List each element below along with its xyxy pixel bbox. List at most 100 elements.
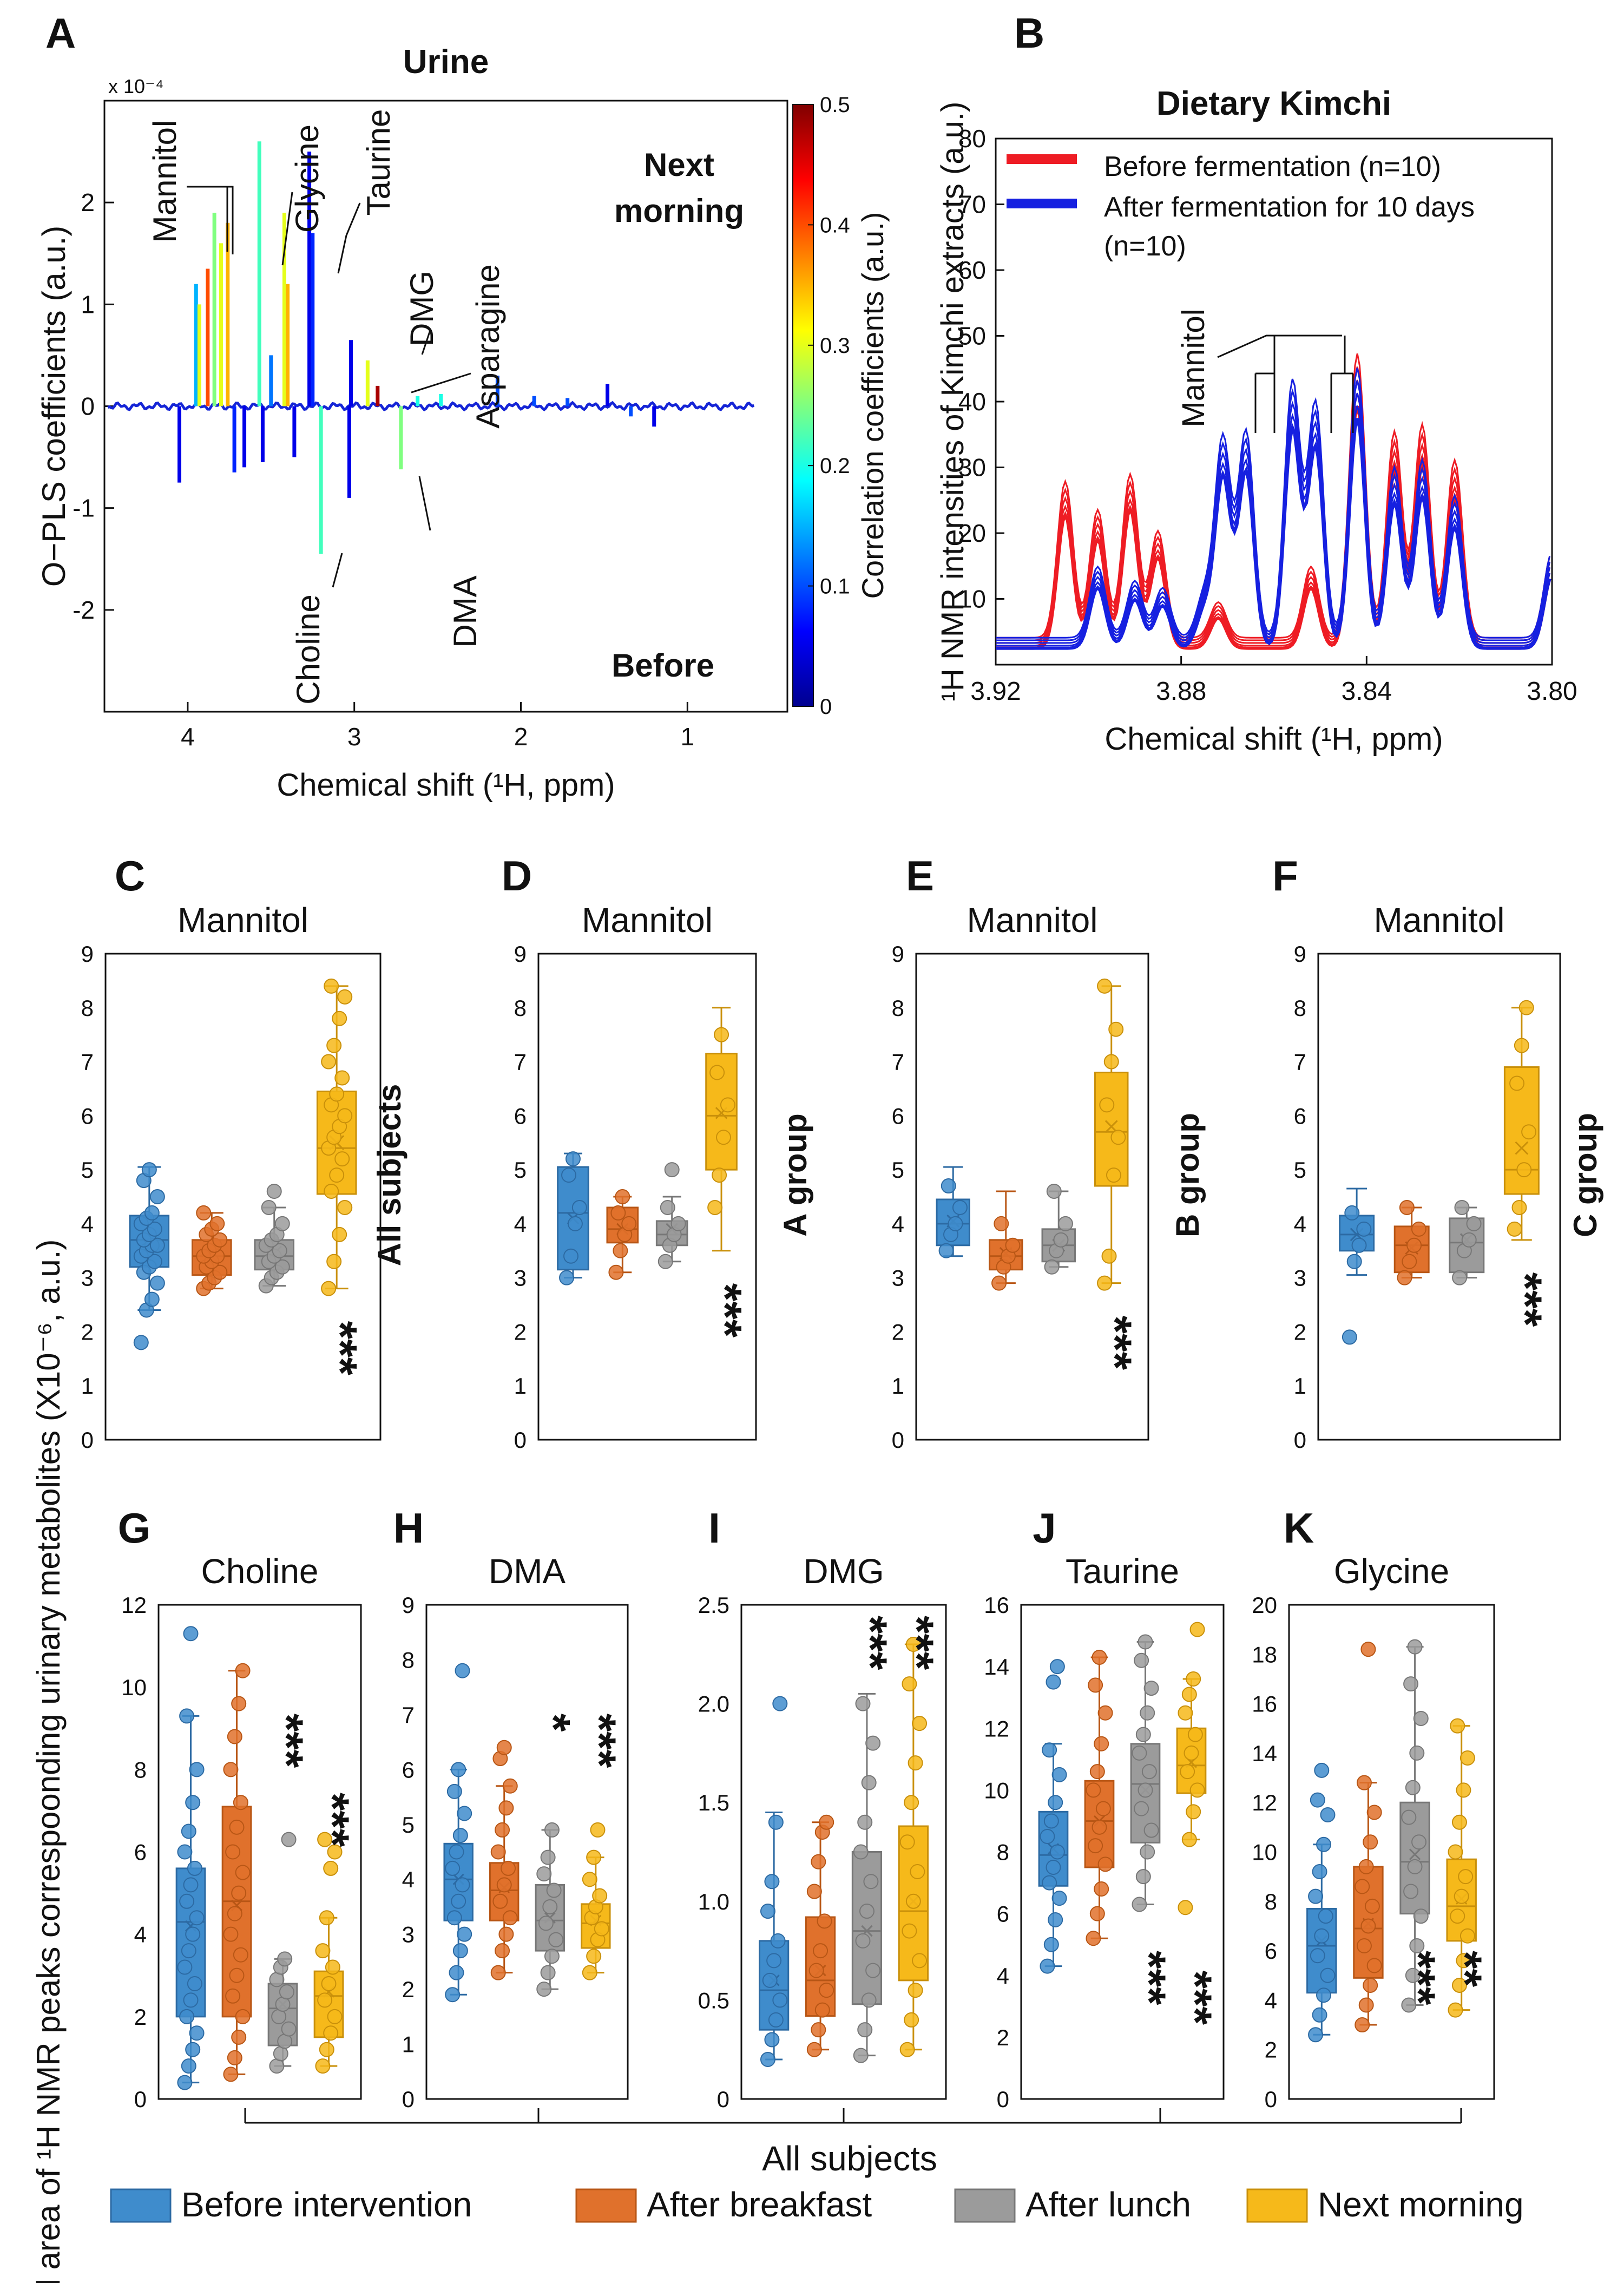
significance-marker: *** (1089, 1316, 1141, 1370)
data-point (1097, 1856, 1113, 1872)
data-point (1356, 1775, 1372, 1790)
data-point (1043, 1813, 1059, 1829)
data-point (329, 1167, 345, 1183)
y-tick-label: 8 (1265, 1889, 1277, 1914)
data-point (817, 1913, 832, 1929)
y-tick-label: -1 (73, 494, 95, 522)
data-point (660, 1199, 675, 1215)
data-point (179, 1893, 195, 1909)
data-point (621, 1216, 637, 1231)
data-point (760, 2051, 775, 2067)
box-iqr (851, 1851, 883, 2005)
data-point (859, 1904, 875, 1919)
data-point (1355, 1879, 1370, 1894)
data-point (811, 1854, 826, 1869)
data-point (325, 1959, 340, 1975)
y-tick-label: 12 (1252, 1790, 1277, 1815)
data-point (229, 1967, 245, 1983)
data-point (1005, 1237, 1021, 1253)
data-point (991, 1275, 1007, 1291)
y-tick-label: 5 (402, 1812, 415, 1838)
data-point (1094, 1881, 1109, 1897)
y-tick-label: 3 (1294, 1265, 1306, 1291)
data-point (561, 1167, 577, 1183)
data-point (1451, 1978, 1467, 1993)
data-point (1413, 1710, 1429, 1726)
data-point (542, 1899, 558, 1914)
data-point (908, 1983, 923, 1998)
data-point (1459, 1750, 1475, 1766)
data-point (1399, 1199, 1415, 1215)
y-tick-label: 16 (984, 1592, 1009, 1618)
region-label-next-morning-line2: morning (614, 193, 744, 229)
data-point (1141, 1764, 1157, 1780)
data-point (183, 1877, 199, 1893)
data-point (281, 1832, 297, 1847)
data-point (1189, 1622, 1205, 1637)
y-tick-label: 2 (1294, 1319, 1306, 1344)
data-point (811, 2022, 826, 2038)
panel-letter-c: C (115, 852, 145, 900)
data-point (586, 1949, 602, 1964)
data-point (1094, 1736, 1109, 1751)
chart-title: Mannitol (582, 901, 713, 940)
data-point (707, 1199, 723, 1215)
data-point (582, 1965, 597, 1980)
y-tick-label: 0 (81, 1427, 94, 1453)
data-point (905, 1637, 921, 1652)
data-point (196, 1205, 212, 1221)
data-point (1314, 1762, 1330, 1778)
data-point (1355, 2017, 1370, 2033)
group-side-label: C group (1567, 1113, 1603, 1237)
data-point (1344, 1205, 1360, 1221)
data-point (179, 1708, 195, 1724)
data-point (231, 1885, 247, 1901)
data-point (709, 1065, 725, 1080)
data-point (274, 1216, 290, 1231)
data-point (1181, 1832, 1197, 1847)
data-point (1518, 1000, 1534, 1015)
data-point (1450, 1908, 1465, 1924)
y-tick-label: 4 (134, 1922, 147, 1947)
data-point (323, 2025, 339, 2041)
panel-letter-h: H (393, 1504, 424, 1552)
mannitol-bracket (1217, 334, 1354, 433)
spectrum-trace-after (996, 418, 1551, 650)
y-tick-label: 9 (514, 941, 527, 967)
data-point (451, 1762, 466, 1777)
y-tick-label: 5 (1294, 1157, 1306, 1183)
data-point (1138, 1634, 1153, 1650)
data-point (1178, 1705, 1193, 1721)
colorbar-tick-label: 0 (820, 695, 832, 719)
data-point (133, 1335, 149, 1350)
data-point (1459, 1928, 1475, 1944)
data-point (1134, 1801, 1149, 1816)
plot-frame (157, 1604, 362, 2100)
data-point (863, 1874, 879, 1890)
data-point (1403, 1884, 1419, 1899)
data-point (768, 1814, 784, 1830)
y-tick-label: 0 (1265, 2087, 1277, 2112)
x-tick-label: 3 (347, 723, 361, 751)
legend-swatch (110, 2188, 172, 2223)
data-point (994, 1216, 1009, 1231)
y-tick-label: 18 (1252, 1642, 1277, 1667)
data-point (1403, 1676, 1419, 1692)
y-tick-label: 0 (717, 2087, 729, 2112)
data-point (323, 1860, 339, 1876)
data-point (1454, 1199, 1470, 1215)
y-tick-label: 3 (81, 1265, 94, 1291)
data-point (1181, 1687, 1197, 1702)
y-tick-label: 14 (984, 1654, 1009, 1680)
y-tick-label: 40 (958, 388, 986, 416)
data-point (714, 1027, 729, 1042)
data-point (235, 1663, 251, 1678)
data-point (808, 1963, 824, 1978)
data-point (814, 2002, 830, 2018)
data-point (1514, 1038, 1529, 1053)
data-point (324, 978, 339, 994)
y-tick-label: 7 (1294, 1049, 1306, 1075)
y-tick-label: 8 (134, 1757, 147, 1782)
y-axis-label: ¹H NMR intensities of Kimchi extracts (a… (935, 102, 970, 702)
